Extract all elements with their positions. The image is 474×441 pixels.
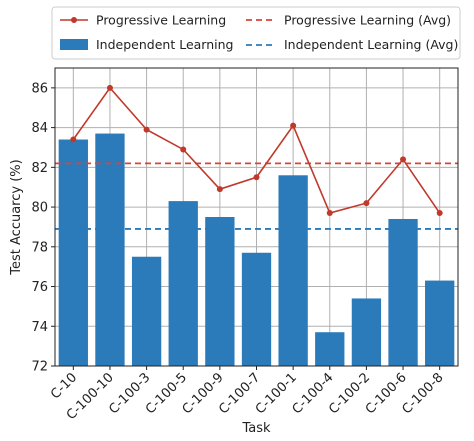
y-tick-label: 74 (31, 320, 48, 335)
y-tick-label: 80 (31, 201, 48, 216)
bar-C-100-9 (205, 217, 235, 366)
progressive-point-C-10 (70, 136, 77, 143)
x-tick-label: C-100-8 (399, 370, 446, 417)
legend: Progressive Learning Independent Learning… (51, 6, 461, 60)
bar-C-100-1 (278, 175, 308, 366)
bar-C-100-4 (315, 332, 345, 366)
bar-C-100-8 (425, 280, 455, 366)
x-axis-ticks: C-10C-100-10C-100-3C-100-5C-100-9C-100-7… (48, 366, 447, 423)
y-axis-label: Test Accuarcy (%) (9, 159, 24, 275)
progressive-point-C-100-6 (400, 156, 407, 163)
legend-label-independent-avg: Independent Learning (Avg) (284, 37, 458, 52)
legend-label-progressive-avg: Progressive Learning (Avg) (284, 13, 451, 28)
y-tick-label: 82 (31, 161, 48, 176)
bar-C-100-2 (351, 298, 382, 366)
bar-C-100-6 (388, 218, 418, 366)
bar-C-100-7 (241, 252, 272, 366)
legend-box (51, 6, 461, 60)
progressive-point-C-100-1 (290, 122, 297, 129)
legend-swatch-independent (60, 39, 88, 50)
progressive-point-C-100-3 (143, 126, 150, 133)
y-tick-label: 72 (31, 360, 48, 375)
bar-series-independent (58, 133, 455, 366)
x-axis-label: Task (241, 421, 271, 436)
y-tick-label: 76 (31, 280, 48, 295)
progressive-point-C-100-5 (180, 146, 187, 153)
bar-C-100-10 (95, 133, 125, 366)
line-series-progressive (70, 84, 443, 217)
legend-label-independent: Independent Learning (96, 37, 233, 52)
bar-C-100-3 (131, 256, 162, 366)
average-lines (55, 162, 458, 230)
bar-C-100-5 (168, 201, 198, 366)
bar-C-10 (58, 139, 88, 366)
progressive-point-C-100-2 (363, 200, 370, 207)
x-tick-label: C-10 (48, 370, 80, 402)
y-tick-label: 78 (31, 240, 48, 255)
progressive-point-C-100-9 (216, 186, 223, 193)
y-tick-label: 84 (31, 121, 48, 136)
progressive-point-C-100-4 (326, 210, 333, 217)
progressive-point-C-100-8 (436, 210, 443, 217)
y-tick-label: 86 (31, 81, 48, 96)
legend-label-progressive: Progressive Learning (96, 13, 226, 28)
progressive-point-C-100-7 (253, 174, 260, 181)
y-axis-ticks: 72 74 76 78 80 82 84 86 (31, 81, 55, 375)
legend-marker-progressive (71, 17, 77, 23)
progressive-point-C-100-10 (106, 84, 113, 91)
